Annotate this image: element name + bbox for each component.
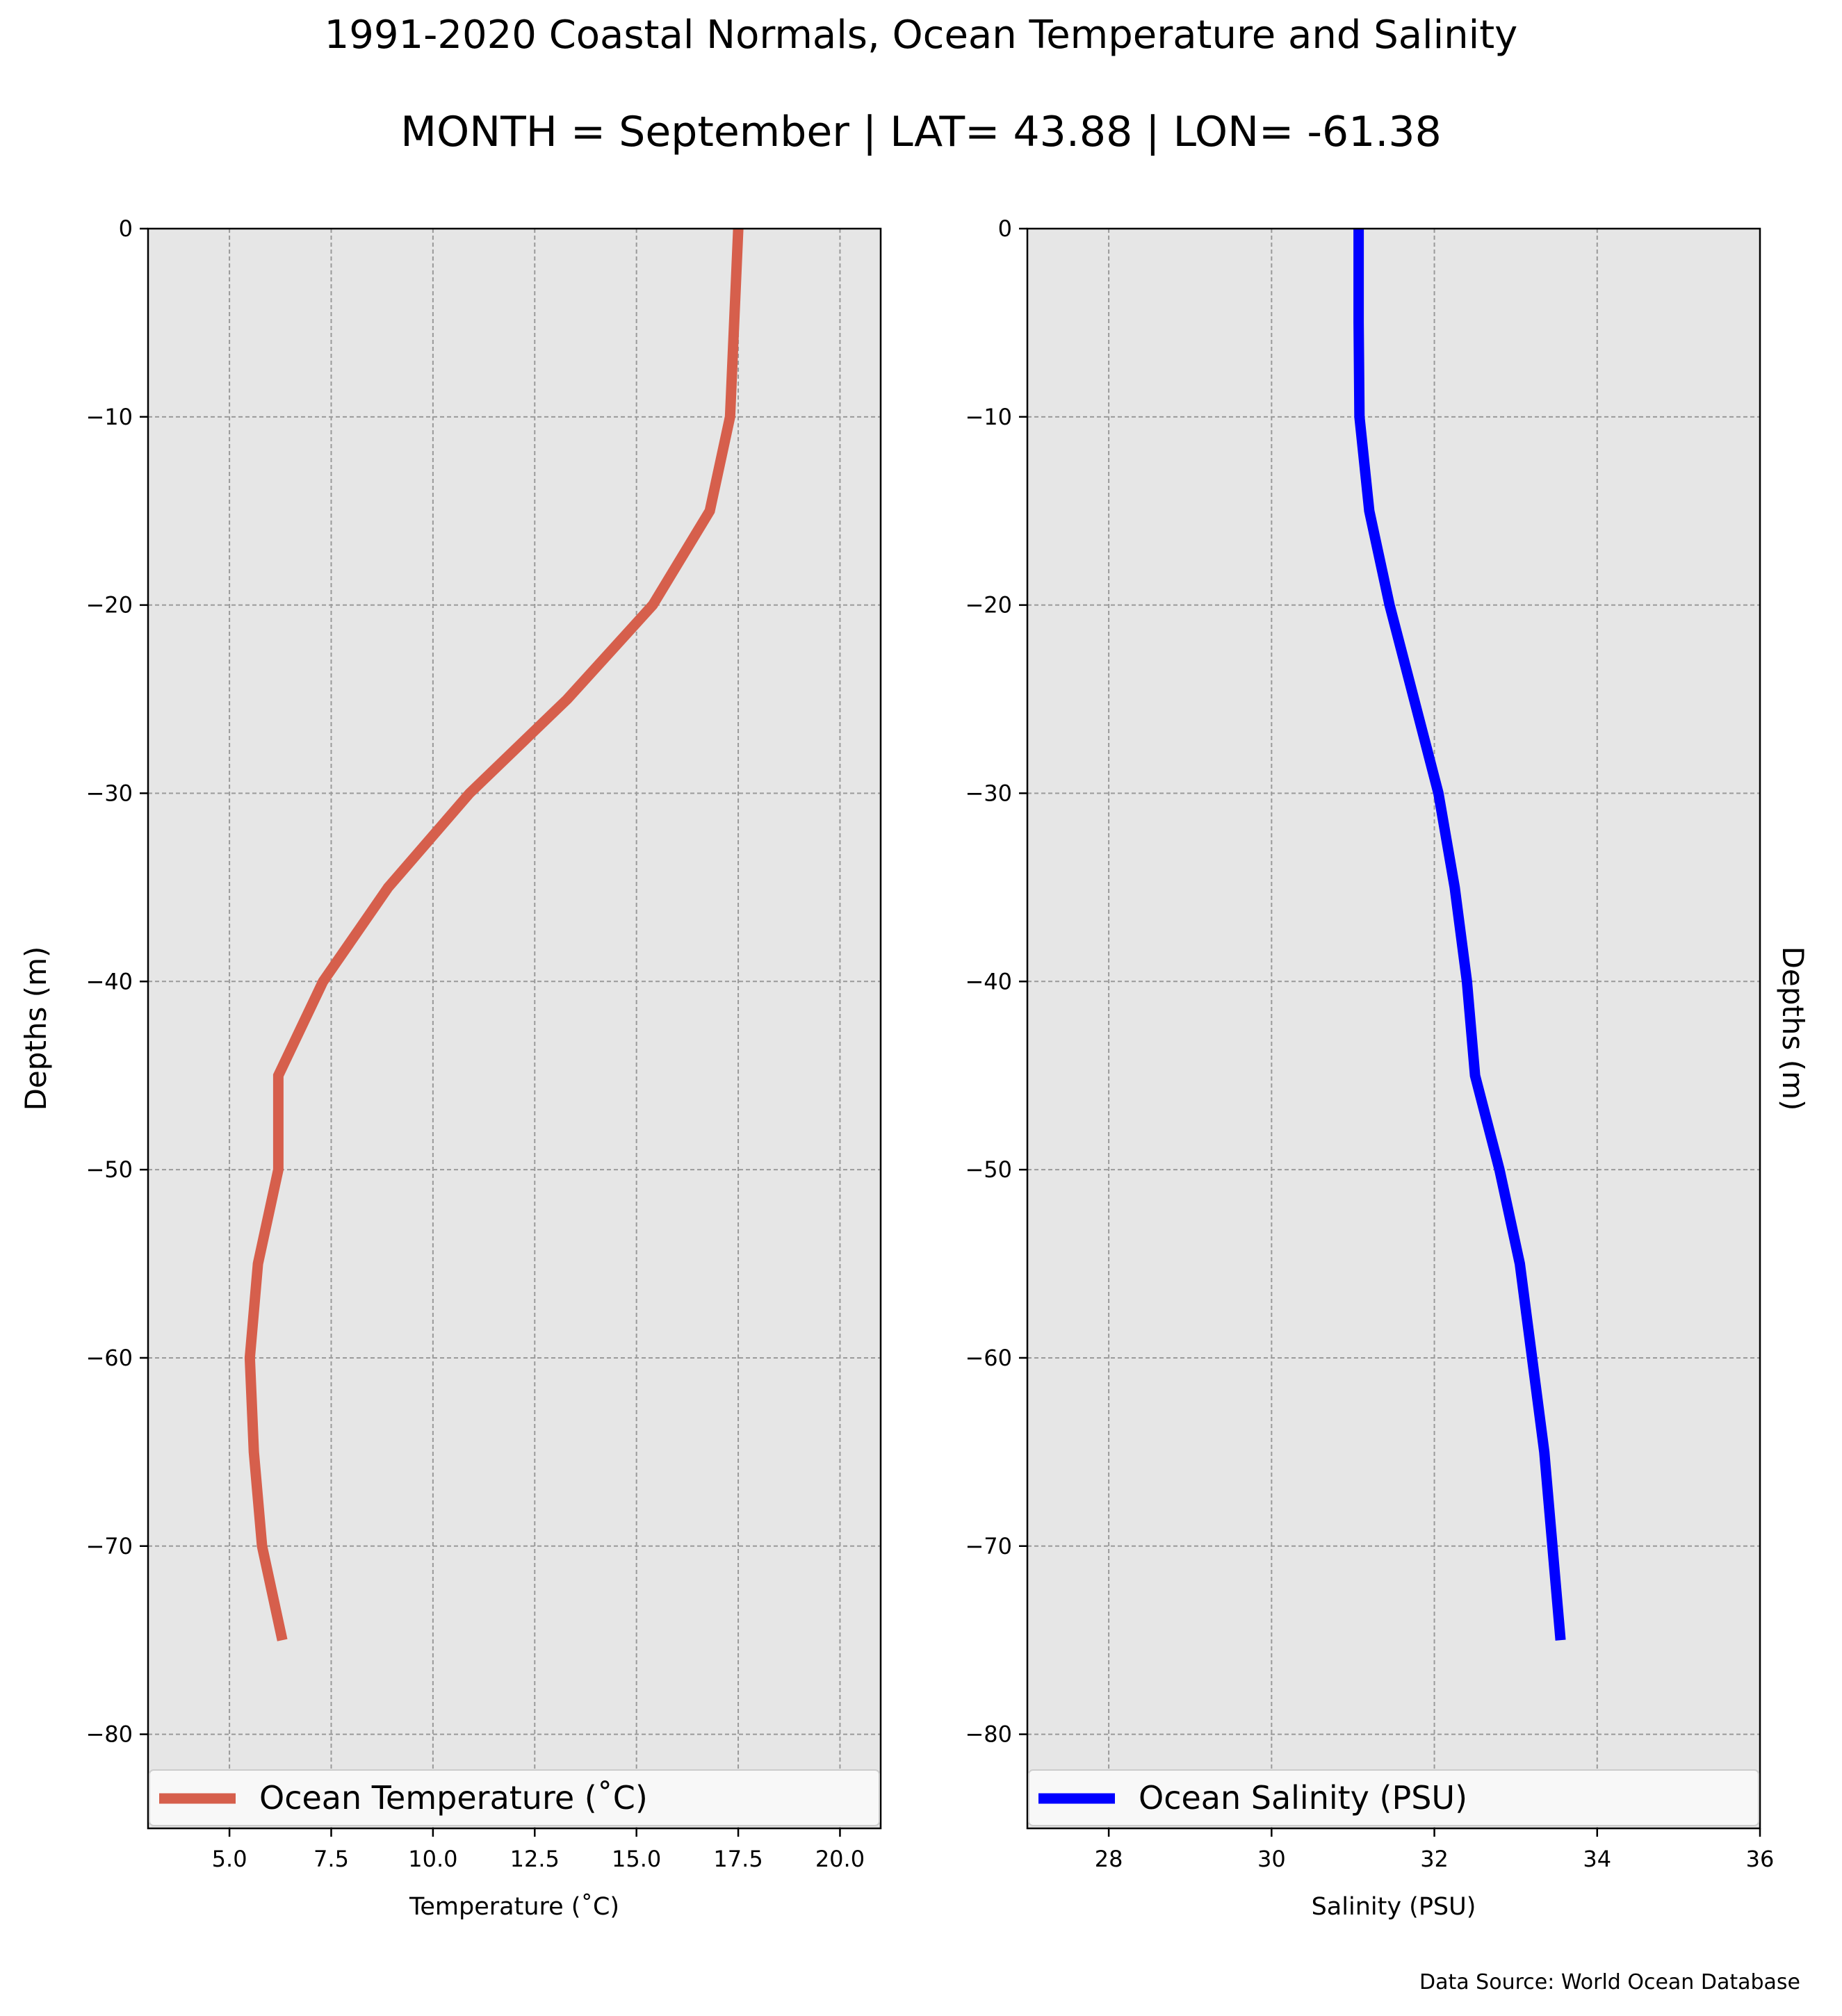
y-tick-label: 0 bbox=[119, 215, 133, 242]
data-source-note: Data Source: World Ocean Database bbox=[1419, 1970, 1800, 1994]
y-tick-label: −20 bbox=[85, 592, 133, 618]
y-tick-label: −30 bbox=[965, 780, 1012, 806]
x-tick-label: 28 bbox=[1095, 1846, 1123, 1872]
y-tick-label: −50 bbox=[965, 1156, 1012, 1183]
y-tick-label: −60 bbox=[965, 1345, 1012, 1371]
y-tick-label: −20 bbox=[965, 592, 1012, 618]
axes-frame bbox=[1026, 227, 1761, 1830]
y-tick-label: 0 bbox=[998, 215, 1012, 242]
y-tick-label: −70 bbox=[965, 1533, 1012, 1559]
chart-subtitle: MONTH = September | LAT= 43.88 | LON= -6… bbox=[400, 108, 1442, 156]
y-tick-label: −60 bbox=[85, 1345, 133, 1371]
x-tick-label: 7.5 bbox=[313, 1846, 349, 1872]
y-tick-label: −70 bbox=[85, 1533, 133, 1559]
x-tick-label: 12.5 bbox=[510, 1846, 560, 1872]
y-tick-label: −30 bbox=[85, 780, 133, 806]
series-line bbox=[244, 228, 744, 1641]
y-tick-label: −40 bbox=[85, 968, 133, 994]
x-tick-label: 30 bbox=[1257, 1846, 1286, 1872]
x-tick-label: 10.0 bbox=[408, 1846, 457, 1872]
y-axis-label: Depths (m) bbox=[1776, 946, 1810, 1111]
y-tick-label: −80 bbox=[965, 1721, 1012, 1748]
x-tick-label: 15.0 bbox=[612, 1846, 661, 1872]
legend-box bbox=[1028, 1769, 1759, 1826]
series-line bbox=[1353, 229, 1566, 1641]
y-tick-label: −40 bbox=[965, 968, 1012, 994]
axes-frame bbox=[147, 227, 882, 1830]
y-axis-label: Depths (m) bbox=[19, 946, 53, 1111]
x-tick-label: 5.0 bbox=[212, 1846, 247, 1872]
legend: Ocean Temperature (˚C) bbox=[149, 1769, 880, 1826]
x-tick-label: 17.5 bbox=[713, 1846, 763, 1872]
legend-box bbox=[149, 1769, 880, 1826]
plot-area bbox=[148, 229, 881, 1828]
panel-salinity: 0 −10 −20 −30 −40 −50 −60 −70 −80 28 30 32 34 36 Salin… bbox=[965, 215, 1810, 1921]
plot-area bbox=[1027, 229, 1760, 1828]
x-tick-label: 20.0 bbox=[815, 1846, 865, 1872]
x-axis-label: Temperature (˚C) bbox=[409, 1892, 619, 1921]
y-tick-label: −50 bbox=[85, 1156, 133, 1183]
chart-title: 1991-2020 Coastal Normals, Ocean Tempera… bbox=[324, 13, 1518, 58]
x-tick-label: 34 bbox=[1583, 1846, 1611, 1872]
legend: Ocean Salinity (PSU) bbox=[1028, 1769, 1759, 1826]
x-axis-label: Salinity (PSU) bbox=[1312, 1893, 1476, 1921]
x-tick-label: 36 bbox=[1746, 1846, 1775, 1872]
y-tick-label: −10 bbox=[965, 404, 1012, 430]
legend-label: Ocean Temperature (˚C) bbox=[259, 1779, 648, 1817]
legend-label: Ocean Salinity (PSU) bbox=[1139, 1779, 1467, 1817]
y-tick-label: −80 bbox=[85, 1721, 133, 1748]
x-tick-label: 32 bbox=[1420, 1846, 1449, 1872]
y-tick-label: −10 bbox=[85, 404, 133, 430]
panel-temperature: 0 −10 −20 −30 −40 −50 −60 −70 −80 5.0 7.5 10.0 12.5 1… bbox=[19, 215, 882, 1921]
